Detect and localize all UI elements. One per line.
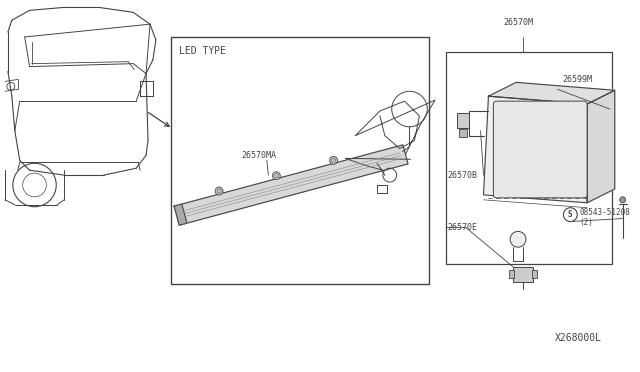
Bar: [171, 37, 429, 284]
Text: 26570MA: 26570MA: [242, 151, 276, 160]
Bar: [457, 113, 468, 128]
Text: LED TYPE: LED TYPE: [179, 46, 226, 56]
Circle shape: [330, 156, 337, 164]
Polygon shape: [174, 204, 187, 225]
Text: S: S: [568, 210, 573, 219]
Bar: [509, 270, 514, 278]
Polygon shape: [488, 82, 615, 104]
FancyBboxPatch shape: [493, 101, 587, 198]
Text: 26570E: 26570E: [447, 223, 477, 232]
Bar: [459, 129, 467, 137]
Polygon shape: [587, 90, 615, 203]
Bar: [446, 52, 612, 264]
Text: 26599M: 26599M: [563, 75, 593, 84]
Text: 08543-51208: 08543-51208: [579, 208, 630, 217]
Text: (2): (2): [579, 218, 593, 227]
Polygon shape: [174, 145, 408, 225]
Circle shape: [510, 231, 526, 247]
Circle shape: [620, 197, 626, 203]
Text: 26570B: 26570B: [447, 171, 477, 180]
Bar: [532, 270, 537, 278]
Circle shape: [273, 172, 280, 180]
Bar: [513, 267, 533, 282]
Text: 26570M: 26570M: [503, 18, 533, 27]
Text: X268000L: X268000L: [555, 333, 602, 343]
Circle shape: [215, 187, 223, 195]
Polygon shape: [483, 96, 587, 203]
